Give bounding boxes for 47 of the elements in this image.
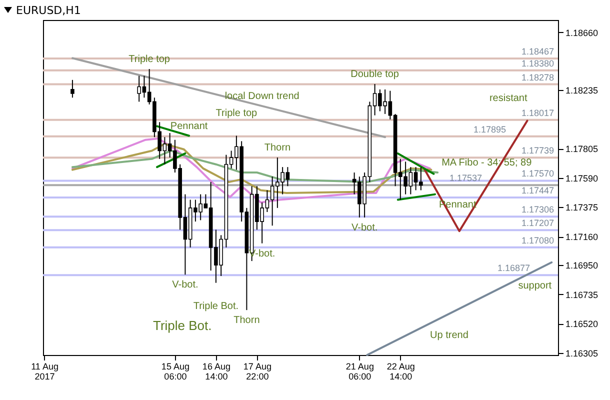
annotation: Thorn bbox=[234, 315, 260, 326]
annotation: Pennant bbox=[170, 120, 208, 132]
ref-line-label: 1.18278 bbox=[521, 72, 554, 82]
annotation: V-bot. bbox=[351, 222, 378, 234]
y-tick-label: 1.17375 bbox=[566, 202, 598, 213]
annotation: Triple top bbox=[128, 54, 170, 66]
x-tick-label: 16 Aug 14:00 bbox=[202, 362, 230, 382]
annotation: Triple top bbox=[216, 108, 258, 119]
ref-line-label: 1.17739 bbox=[521, 146, 554, 156]
x-tick-label: 15 Aug 06:00 bbox=[161, 362, 190, 382]
x-tick-label: 22 Aug 14:00 bbox=[386, 362, 415, 382]
annotation: support bbox=[518, 280, 552, 292]
ref-line-label: 1.18380 bbox=[521, 58, 554, 68]
annotation: Double top bbox=[350, 69, 400, 80]
annotation: Triple Bot. bbox=[193, 300, 239, 312]
annotation: Thorn bbox=[264, 142, 291, 154]
y-tick-label: 1.16735 bbox=[566, 290, 598, 300]
ref-line-label: 1.17080 bbox=[521, 235, 554, 246]
ref-line-label: 1.17306 bbox=[521, 204, 554, 215]
x-tick-label: 17 Aug 22:00 bbox=[243, 362, 272, 382]
y-tick-label: 1.16305 bbox=[566, 348, 598, 358]
ref-line-label: 1.17537 bbox=[449, 173, 482, 184]
ref-line-label: 1.17207 bbox=[521, 218, 554, 228]
ref-line-label: 1.16877 bbox=[497, 263, 530, 274]
candlestick bbox=[70, 79, 74, 98]
y-tick-label: 1.18235 bbox=[566, 86, 598, 96]
annotation: V-bot. bbox=[172, 280, 198, 291]
annotation: Up trend bbox=[430, 330, 468, 342]
y-tick-label: 1.17805 bbox=[566, 144, 598, 154]
annotation: Triple Bot. bbox=[153, 318, 212, 333]
annotation: MA Fibo - 34; 55; 89 bbox=[442, 158, 532, 169]
ref-line-label: 1.17447 bbox=[521, 185, 554, 196]
y-tick-label: 1.18660 bbox=[566, 28, 598, 38]
x-tick-label: 11 Aug 2017 bbox=[31, 362, 58, 382]
ref-line-label: 1.18017 bbox=[521, 108, 554, 118]
ref-line-label: 1.18467 bbox=[521, 46, 554, 57]
line-series bbox=[71, 142, 432, 194]
y-tick-label: 1.16950 bbox=[566, 260, 598, 271]
chart-title: EURUSD,H1 bbox=[16, 4, 81, 16]
annotation: local Down trend bbox=[224, 90, 300, 102]
y-tick-label: 1.17160 bbox=[566, 232, 598, 242]
annotation: resistant bbox=[489, 92, 528, 104]
y-tick-label: 1.16520 bbox=[566, 319, 598, 330]
ref-line-label: 1.17570 bbox=[521, 168, 554, 179]
x-tick-label: 21 Aug 06:00 bbox=[346, 362, 374, 382]
ref-line-label: 1.17895 bbox=[473, 124, 506, 134]
y-tick-label: 1.17590 bbox=[566, 173, 598, 184]
